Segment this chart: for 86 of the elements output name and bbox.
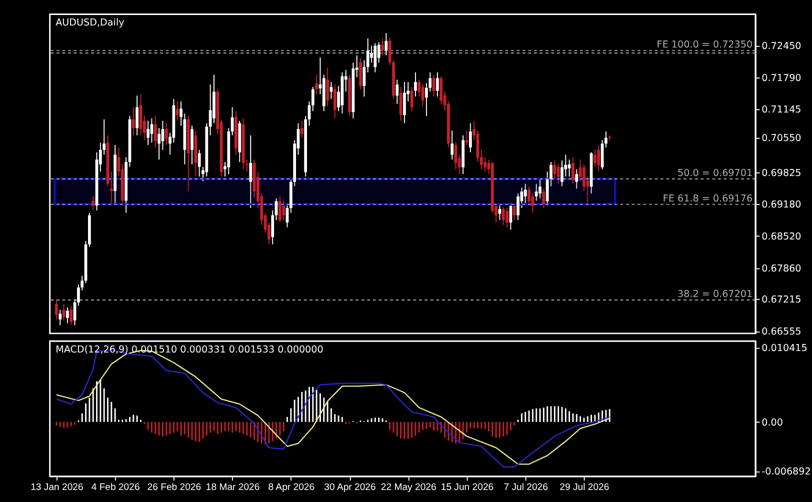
y-tick-label: 0.69180 xyxy=(762,199,802,210)
candlestick xyxy=(396,79,399,104)
category-label: 29 Jul 2026 xyxy=(560,482,610,494)
candlestick xyxy=(300,120,304,138)
candlestick xyxy=(506,208,508,228)
candlestick xyxy=(468,122,472,153)
category-label: 30 Apr 2026 xyxy=(324,482,376,494)
candlestick xyxy=(311,86,314,112)
ref-line-label: 38.2 = 0.67201 xyxy=(678,289,753,300)
candlestick xyxy=(568,159,571,177)
candlestick xyxy=(370,45,373,64)
candlestick xyxy=(381,38,384,56)
candlestick xyxy=(58,309,62,326)
candlestick xyxy=(403,82,406,124)
category-label: 8 Apr 2026 xyxy=(268,482,315,494)
candlestick xyxy=(597,144,600,172)
candlestick xyxy=(282,200,286,221)
candlestick xyxy=(333,84,336,119)
candlestick xyxy=(249,134,252,208)
y-tick-label: 0.70550 xyxy=(762,133,802,144)
candlestick xyxy=(556,164,560,184)
ref-line-label: 50.0 = 0.69701 xyxy=(678,168,753,180)
candlestick xyxy=(55,300,58,320)
candlestick xyxy=(110,171,113,204)
ref-line-label: FE 61.8 = 0.69176 xyxy=(662,193,753,204)
y-tick-label: 0.67860 xyxy=(762,263,802,274)
candlestick xyxy=(274,198,278,221)
candlestick xyxy=(271,210,274,245)
candlestick xyxy=(414,72,417,98)
candlestick xyxy=(136,95,139,136)
ref-line-label: FE 100.0 = 0.72350 xyxy=(656,40,753,51)
candlestick xyxy=(154,115,157,148)
candlestick xyxy=(418,79,421,98)
candlestick xyxy=(150,118,154,144)
category-label: 22 May 2026 xyxy=(380,482,436,494)
candlestick xyxy=(164,122,168,146)
candlestick xyxy=(70,305,73,325)
candlestick xyxy=(315,74,318,95)
candlestick xyxy=(132,106,135,136)
candlestick xyxy=(553,160,556,180)
candlestick xyxy=(374,42,377,73)
category-label: 26 Feb 2026 xyxy=(147,482,202,494)
y-tick-label: 0.66555 xyxy=(762,326,802,338)
y-tick-label: 0.010415 xyxy=(762,342,808,354)
category-label: 13 Jan 2026 xyxy=(30,482,84,494)
candlestick xyxy=(146,120,150,146)
y-tick-label: -0.006892 xyxy=(762,466,811,478)
y-tick-label: 0.00 xyxy=(762,417,783,428)
candlestick xyxy=(366,38,370,73)
candlestick xyxy=(384,32,388,56)
candlestick xyxy=(538,178,542,199)
candlestick xyxy=(524,183,527,204)
candlestick xyxy=(326,67,329,107)
candlestick xyxy=(436,72,439,98)
candlestick xyxy=(572,156,574,184)
candlestick xyxy=(278,195,282,224)
category-label: 4 Feb 2026 xyxy=(91,482,140,494)
category-label: 18 Mar 2026 xyxy=(206,482,260,494)
candlestick xyxy=(594,149,596,168)
candlestick xyxy=(362,60,366,98)
y-tick-label: 0.68520 xyxy=(762,231,802,242)
candlestick xyxy=(502,206,505,226)
y-tick-label: 0.71145 xyxy=(762,104,802,116)
candlestick xyxy=(534,183,538,202)
candlestick xyxy=(512,202,516,221)
candlestick xyxy=(66,306,69,324)
candlestick xyxy=(377,42,380,64)
category-label: 15 Jun 2026 xyxy=(440,482,494,494)
candlestick xyxy=(450,130,454,160)
candlestick xyxy=(198,149,201,177)
candlestick xyxy=(575,168,578,190)
candlestick xyxy=(399,86,402,122)
y-tick-label: 0.69825 xyxy=(762,168,802,180)
candlestick xyxy=(92,195,95,211)
candlestick xyxy=(190,125,194,165)
chart-title: MACD(12,26,9) 0.001510 0.000331 0.001533 0.000000 xyxy=(56,344,324,356)
candlestick xyxy=(432,74,436,98)
y-tick-label: 0.71790 xyxy=(762,73,802,84)
candlestick xyxy=(176,100,179,122)
candlestick xyxy=(440,76,443,104)
category-label: 7 Jul 2026 xyxy=(504,482,548,494)
y-tick-label: 0.72450 xyxy=(762,41,802,52)
chart-title: AUDUSD,Daily xyxy=(56,18,125,29)
candlestick xyxy=(359,57,362,90)
candlestick xyxy=(542,188,546,208)
y-tick-label: 0.67215 xyxy=(762,294,802,306)
